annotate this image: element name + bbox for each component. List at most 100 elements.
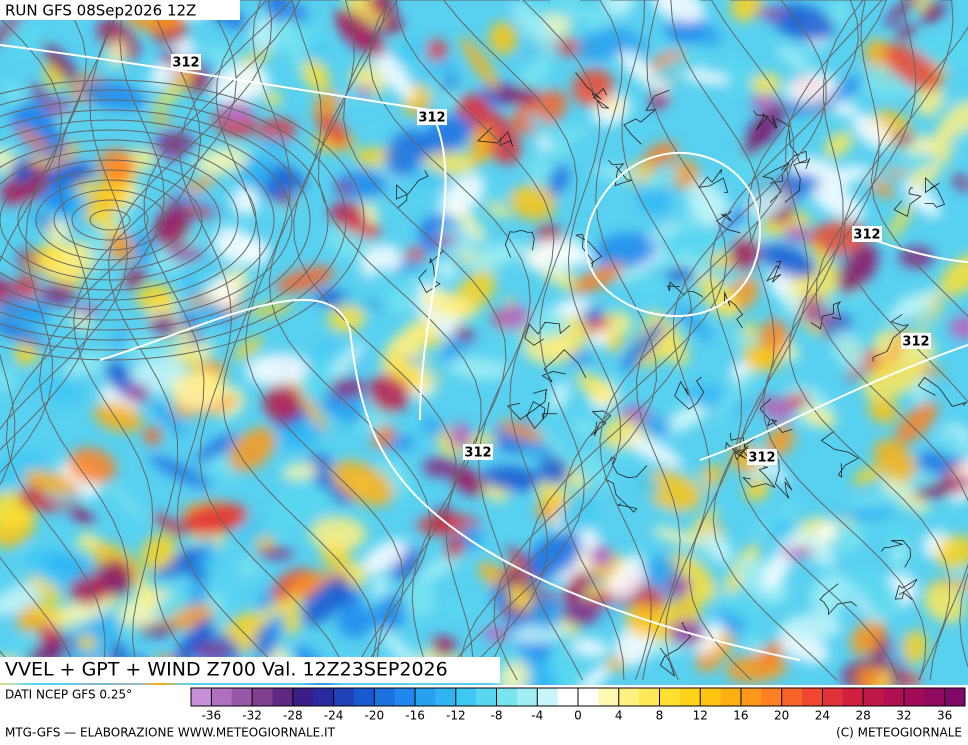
field-blob — [273, 193, 297, 206]
streamline — [789, 0, 951, 681]
field-blob — [368, 373, 411, 413]
color-swatch — [537, 688, 558, 706]
coastline — [924, 177, 946, 208]
field-blob — [182, 503, 249, 536]
coastline — [604, 478, 638, 513]
coastline — [880, 540, 912, 568]
field-blob — [739, 627, 763, 648]
field-blob — [449, 423, 472, 449]
field-blob — [498, 420, 547, 442]
field-blob — [763, 399, 796, 421]
field-blob — [422, 456, 458, 478]
field-blob — [652, 38, 693, 56]
field-blob — [949, 315, 968, 340]
coastline — [504, 229, 535, 258]
colorbar-tick-label: 0 — [574, 709, 582, 723]
field-blob — [287, 5, 309, 23]
field-blob — [812, 186, 866, 220]
field-blob — [658, 398, 715, 437]
field-blob — [935, 535, 968, 570]
field-blob — [448, 357, 511, 381]
field-blob — [498, 660, 530, 685]
contour-label-box — [747, 449, 777, 465]
color-swatch — [415, 688, 436, 706]
streamline — [842, 0, 968, 668]
field-blob — [194, 642, 231, 658]
field-blob — [902, 178, 941, 218]
coastline — [395, 170, 429, 209]
coastline — [524, 321, 571, 346]
contour-label: 312 — [464, 446, 491, 461]
field-blob — [539, 456, 570, 485]
field-blob — [0, 317, 48, 348]
color-swatch — [761, 688, 782, 706]
color-swatch — [191, 688, 212, 706]
field-blob — [523, 50, 553, 80]
gpt-contour — [699, 344, 968, 461]
colorbar-tick-label: 20 — [774, 709, 789, 723]
coastline — [541, 349, 587, 383]
field-blob — [263, 383, 301, 422]
coastline — [872, 313, 909, 362]
field-blob — [302, 59, 330, 93]
field-blob — [511, 2, 560, 53]
field-blob — [16, 125, 50, 153]
contour-labels: 312 312 312 312 312 312 — [171, 54, 931, 466]
field-blob — [275, 265, 335, 294]
field-blob — [915, 82, 944, 117]
field-blob — [894, 133, 915, 145]
coastline — [774, 459, 793, 499]
field-blob — [444, 535, 466, 560]
field-blob — [228, 427, 276, 472]
field-blob — [593, 233, 657, 269]
contour-label: 312 — [853, 228, 880, 243]
field-blob — [702, 529, 733, 565]
color-swatch — [435, 688, 457, 706]
field-blob — [371, 577, 389, 597]
field-blob — [453, 326, 475, 341]
color-swatch — [822, 688, 844, 706]
field-blob — [776, 45, 811, 70]
field-blob — [562, 600, 602, 625]
field-blob — [42, 241, 61, 268]
field-blob — [77, 634, 97, 651]
field-blob — [765, 425, 795, 457]
field-blob — [276, 484, 334, 521]
field-blob — [68, 447, 117, 485]
field-blob — [383, 316, 436, 367]
streamline — [0, 79, 365, 361]
field-blob — [329, 377, 366, 399]
color-swatch — [374, 688, 395, 706]
field-blob — [265, 0, 290, 24]
color-swatch — [659, 688, 681, 706]
colorbar-tick-label: 16 — [733, 709, 748, 723]
field-blob — [402, 583, 437, 619]
field-blob — [98, 18, 139, 60]
colorbar-tick-label: 8 — [656, 709, 664, 723]
field-blob — [562, 571, 591, 604]
field-blob — [124, 383, 150, 404]
streamline — [635, 0, 795, 681]
streamline — [143, 0, 301, 681]
coastline — [759, 398, 793, 434]
contour-label-box — [171, 54, 201, 70]
coastline — [507, 388, 548, 420]
field-blob — [788, 156, 854, 191]
field-blob — [26, 576, 62, 604]
field-blob — [532, 0, 593, 19]
coastline — [526, 401, 558, 430]
color-swatch — [476, 688, 497, 706]
streamline — [39, 0, 202, 681]
field-blob — [316, 112, 349, 147]
color-swatch — [353, 688, 375, 706]
field-blob — [33, 603, 69, 621]
streamline — [268, 0, 431, 681]
field-blob — [626, 434, 683, 468]
field-blob — [713, 368, 757, 419]
field-blob — [509, 185, 556, 221]
streamline — [89, 209, 131, 231]
field-blob — [455, 93, 488, 120]
contour-label: 312 — [902, 335, 929, 350]
coastline — [753, 110, 778, 131]
field-blob — [850, 618, 886, 655]
